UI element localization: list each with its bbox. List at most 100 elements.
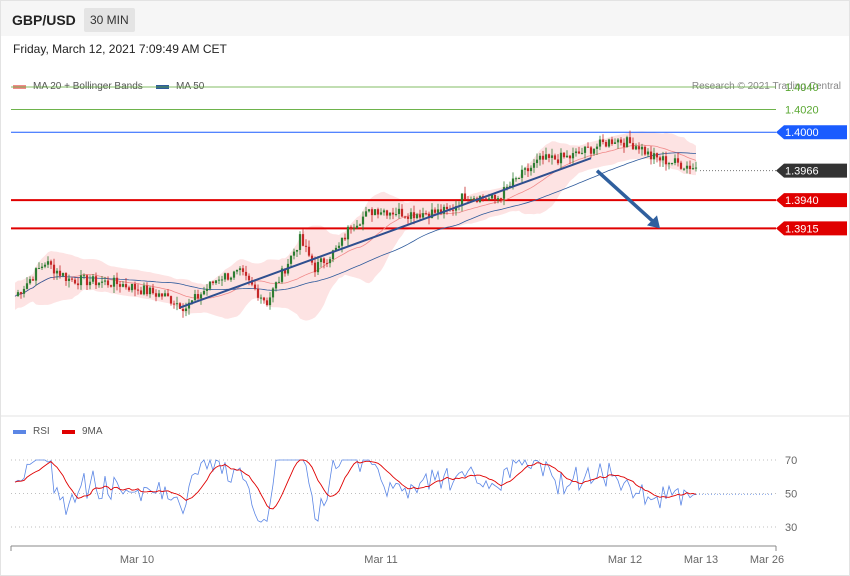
legend-label-ma50: MA 50 (176, 81, 205, 92)
candle-body (535, 159, 539, 164)
candle-body (493, 194, 497, 200)
candle-body (73, 279, 77, 284)
ma20-line (14, 144, 697, 299)
candle-body (382, 210, 386, 213)
x-tick-label: Mar 12 (608, 554, 642, 566)
legend-label-ma20: MA 20 + Bollinger Bands (33, 81, 143, 92)
candle-body (76, 283, 80, 286)
candle-body (175, 303, 179, 305)
candle-body (538, 155, 542, 160)
candle-body (292, 251, 296, 256)
bollinger-band (15, 131, 696, 321)
candle-body (589, 147, 593, 154)
rsi-line (14, 458, 697, 523)
candle-body (55, 270, 59, 274)
candle-body (127, 287, 131, 291)
candle-body (202, 290, 206, 295)
candle-body (598, 139, 602, 147)
timeframe-button[interactable]: 30 MIN (84, 8, 135, 32)
candle-body (337, 245, 341, 248)
candle-body (226, 273, 230, 280)
candle-body (49, 261, 53, 265)
candle-body (445, 206, 449, 210)
candle-body (508, 185, 512, 187)
candle-body (100, 281, 104, 283)
candle-body (454, 206, 458, 211)
candle-body (376, 209, 380, 215)
candle-body (265, 300, 269, 306)
price-level-tag (776, 125, 847, 140)
candle-body (229, 277, 233, 280)
candle-body (652, 153, 656, 160)
rsi-tick-label: 50 (785, 489, 797, 501)
price-level-label: 1.4000 (785, 127, 819, 139)
candle-body (643, 146, 647, 155)
candle-body (550, 155, 554, 158)
candle-body (436, 209, 440, 213)
candle-body (115, 277, 119, 285)
candle-body (67, 278, 71, 281)
candle-body (637, 146, 641, 150)
candle-body (511, 178, 515, 186)
chart-datetime: Friday, March 12, 2021 7:09:49 AM CET (13, 42, 227, 56)
candle-body (364, 211, 368, 217)
candle-body (160, 293, 164, 297)
candle-body (244, 271, 248, 276)
candle-body (523, 168, 527, 170)
candle-body (334, 247, 338, 251)
candle-body (253, 284, 257, 289)
candle-body (496, 198, 500, 200)
candle-body (679, 162, 683, 169)
candle-body (163, 293, 167, 297)
candle-body (316, 262, 320, 273)
candle-body (685, 165, 689, 169)
candle-body (526, 168, 530, 172)
candle-body (40, 266, 44, 269)
legend-rsi: RSI (13, 426, 50, 437)
candle-body (694, 167, 698, 169)
candle-body (133, 283, 137, 290)
ma50-line (14, 152, 697, 297)
candle-body (85, 275, 89, 286)
candle-body (82, 275, 86, 277)
candle-body (619, 139, 623, 143)
candle-body (25, 283, 29, 289)
price-level-label: 1.3940 (785, 195, 819, 207)
candle-body (415, 214, 419, 219)
candle-body (385, 210, 389, 216)
candle-body (31, 279, 35, 281)
candle-body (604, 142, 608, 147)
candle-body (52, 264, 56, 274)
candle-body (358, 224, 362, 226)
candle-body (277, 281, 281, 283)
candle-body (19, 292, 23, 294)
candle-body (373, 209, 377, 216)
candle-body (541, 155, 545, 160)
candle-body (595, 146, 599, 149)
candle-body (601, 139, 605, 143)
candle-body (469, 199, 473, 201)
candle-body (103, 280, 107, 282)
candle-body (571, 153, 575, 159)
legend-ma20: MA 20 + Bollinger Bands (13, 81, 143, 92)
candle-body (352, 228, 356, 230)
candle-body (676, 158, 680, 163)
candle-body (412, 212, 416, 219)
candle-body (610, 139, 614, 144)
price-level-label: 1.3966 (785, 166, 819, 178)
candle-body (424, 213, 428, 215)
candle-body (487, 198, 491, 200)
candle-body (298, 234, 302, 250)
candle-body (649, 151, 653, 160)
candle-body (544, 154, 548, 160)
rsi-9ma-line (14, 459, 697, 510)
candle-body (586, 146, 590, 148)
price-level-tag (776, 163, 847, 178)
candle-body (271, 288, 275, 298)
candle-body (64, 273, 68, 281)
candle-body (148, 287, 152, 295)
candle-body (238, 268, 242, 271)
candle-body (340, 237, 344, 246)
legend-9ma: 9MA (62, 426, 103, 437)
candle-body (91, 276, 95, 282)
